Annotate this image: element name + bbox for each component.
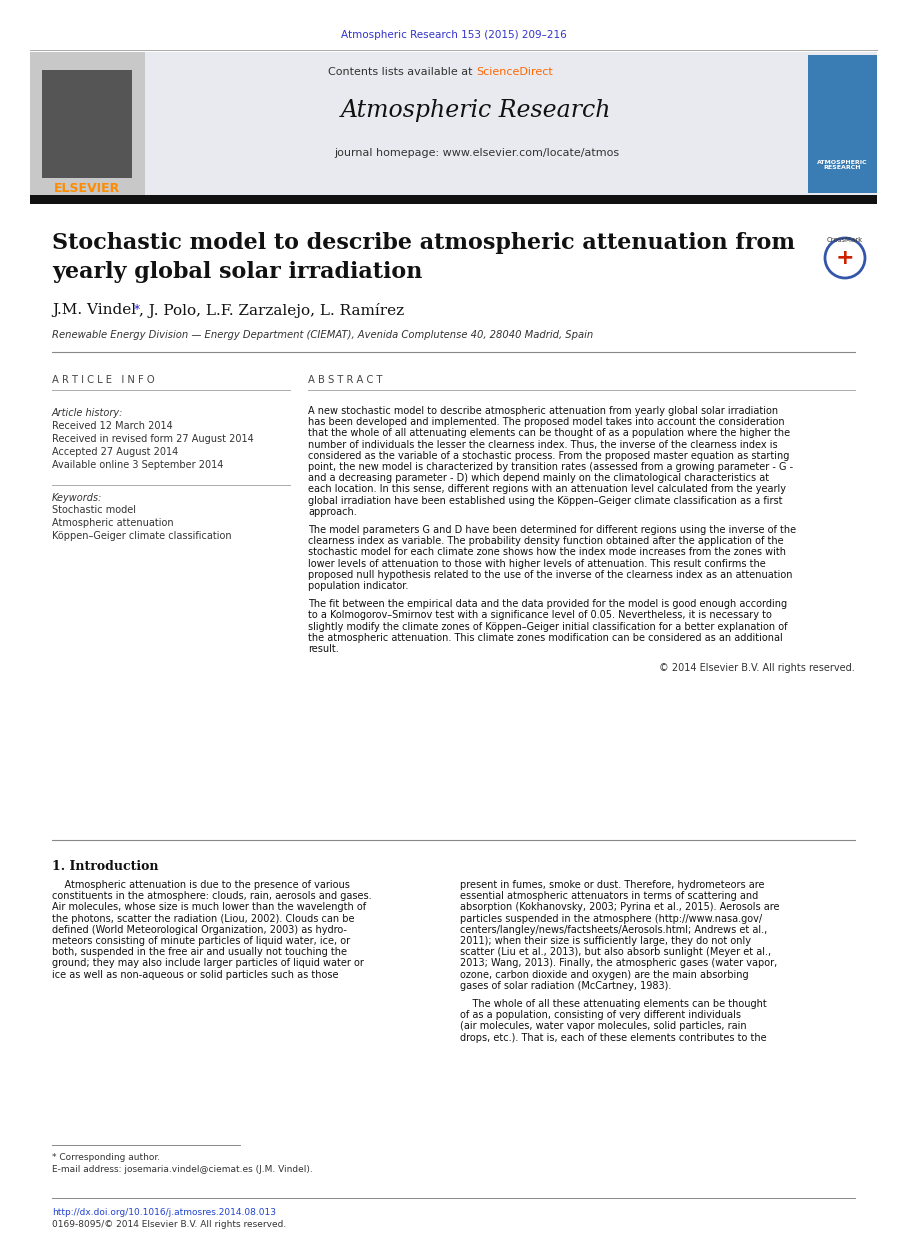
Text: ScienceDirect: ScienceDirect (476, 67, 553, 77)
Text: absorption (Kokhanovsky, 2003; Pyrina et al., 2015). Aerosols are: absorption (Kokhanovsky, 2003; Pyrina et… (460, 903, 779, 913)
Text: Atmospheric Research: Atmospheric Research (341, 99, 611, 121)
Text: Contents lists available at: Contents lists available at (328, 67, 476, 77)
Text: both, suspended in the free air and usually not touching the: both, suspended in the free air and usua… (52, 948, 347, 957)
Text: ELSEVIER: ELSEVIER (54, 182, 120, 194)
Bar (30, 195, 877, 204)
Text: approach.: approach. (308, 507, 356, 517)
Text: the atmospheric attenuation. This climate zones modification can be considered a: the atmospheric attenuation. This climat… (308, 633, 783, 643)
Text: Atmospheric attenuation is due to the presence of various: Atmospheric attenuation is due to the pr… (52, 880, 350, 889)
Text: Keywords:: Keywords: (52, 494, 102, 503)
Bar (808, 54, 877, 193)
Text: Stochastic model: Stochastic model (52, 505, 136, 515)
Text: *: * (134, 303, 141, 317)
Text: ozone, carbon dioxide and oxygen) are the main absorbing: ozone, carbon dioxide and oxygen) are th… (460, 970, 748, 980)
Text: essential atmospheric attenuators in terms of scattering and: essential atmospheric attenuators in ter… (460, 891, 758, 902)
Text: meteors consisting of minute particles of liquid water, ice, or: meteors consisting of minute particles o… (52, 936, 350, 946)
Text: Received 12 March 2014: Received 12 March 2014 (52, 421, 172, 430)
Text: ice as well as non-aqueous or solid particles such as those: ice as well as non-aqueous or solid part… (52, 970, 338, 980)
Text: http://dx.doi.org/10.1016/j.atmosres.2014.08.013: http://dx.doi.org/10.1016/j.atmosres.201… (52, 1209, 276, 1217)
Text: each location. In this sense, different regions with an attenuation level calcul: each location. In this sense, different … (308, 485, 786, 495)
Text: of as a population, consisting of very different individuals: of as a population, consisting of very d… (460, 1011, 741, 1021)
Text: considered as the variable of a stochastic process. From the proposed master equ: considered as the variable of a stochast… (308, 450, 789, 461)
Text: (air molecules, water vapor molecules, solid particles, rain: (air molecules, water vapor molecules, s… (460, 1022, 746, 1032)
Text: ground; they may also include larger particles of liquid water or: ground; they may also include larger par… (52, 959, 364, 969)
Text: E-mail address: josemaria.vindel@ciemat.es (J.M. Vindel).: E-mail address: josemaria.vindel@ciemat.… (52, 1165, 313, 1174)
Text: 0169-8095/© 2014 Elsevier B.V. All rights reserved.: 0169-8095/© 2014 Elsevier B.V. All right… (52, 1220, 287, 1230)
Text: The whole of all these attenuating elements can be thought: The whole of all these attenuating eleme… (460, 999, 766, 1009)
Text: Atmospheric attenuation: Atmospheric attenuation (52, 518, 173, 528)
Text: and a decreasing parameter - D) which depend mainly on the climatological charac: and a decreasing parameter - D) which de… (308, 474, 769, 484)
Text: drops, etc.). That is, each of these elements contributes to the: drops, etc.). That is, each of these ele… (460, 1033, 766, 1043)
Text: Stochastic model to describe atmospheric attenuation from: Stochastic model to describe atmospheric… (52, 233, 795, 254)
Bar (30, 52, 877, 195)
Text: Köppen–Geiger climate classification: Köppen–Geiger climate classification (52, 531, 231, 541)
Text: Received in revised form 27 August 2014: Received in revised form 27 August 2014 (52, 434, 254, 444)
Text: stochastic model for each climate zone shows how the index mode increases from t: stochastic model for each climate zone s… (308, 548, 786, 558)
Text: global irradiation have been established using the Köppen–Geiger climate classif: global irradiation have been established… (308, 496, 783, 506)
Text: +: + (835, 247, 854, 268)
Text: population indicator.: population indicator. (308, 581, 408, 591)
Text: A B S T R A C T: A B S T R A C T (308, 375, 383, 385)
Text: proposed null hypothesis related to the use of the inverse of the clearness inde: proposed null hypothesis related to the … (308, 570, 793, 580)
Text: the photons, scatter the radiation (Liou, 2002). Clouds can be: the photons, scatter the radiation (Liou… (52, 914, 355, 924)
Text: clearness index as variable. The probability density function obtained after the: clearness index as variable. The probabi… (308, 536, 784, 547)
Text: journal homepage: www.elsevier.com/locate/atmos: journal homepage: www.elsevier.com/locat… (334, 148, 619, 158)
Text: constituents in the atmosphere: clouds, rain, aerosols and gases.: constituents in the atmosphere: clouds, … (52, 891, 372, 902)
Text: result.: result. (308, 644, 338, 654)
Text: The fit between the empirical data and the data provided for the model is good e: The fit between the empirical data and t… (308, 599, 787, 609)
Text: Renewable Energy Division — Energy Department (CIEMAT), Avenida Complutense 40, : Renewable Energy Division — Energy Depar… (52, 330, 593, 340)
Text: defined (World Meteorological Organization, 2003) as hydro-: defined (World Meteorological Organizati… (52, 925, 346, 935)
Text: that the whole of all attenuating elements can be thought of as a population whe: that the whole of all attenuating elemen… (308, 428, 790, 438)
Text: Available online 3 September 2014: Available online 3 September 2014 (52, 460, 223, 470)
Text: 2013; Wang, 2013). Finally, the atmospheric gases (water vapor,: 2013; Wang, 2013). Finally, the atmosphe… (460, 959, 777, 969)
Text: The model parameters G and D have been determined for different regions using th: The model parameters G and D have been d… (308, 524, 796, 534)
Text: present in fumes, smoke or dust. Therefore, hydrometeors are: present in fumes, smoke or dust. Therefo… (460, 880, 765, 889)
Text: to a Kolmogorov–Smirnov test with a significance level of 0.05. Nevertheless, it: to a Kolmogorov–Smirnov test with a sign… (308, 610, 772, 621)
Text: point, the new model is characterized by transition rates (assessed from a growi: point, the new model is characterized by… (308, 461, 793, 473)
Text: slightly modify the climate zones of Köppen–Geiger initial classification for a : slightly modify the climate zones of Köp… (308, 622, 787, 632)
Text: Article history:: Article history: (52, 408, 123, 418)
Text: has been developed and implemented. The proposed model takes into account the co: has been developed and implemented. The … (308, 417, 785, 427)
Bar (42, 71, 132, 178)
Text: Air molecules, whose size is much lower than the wavelength of: Air molecules, whose size is much lower … (52, 903, 366, 913)
Text: lower levels of attenuation to those with higher levels of attenuation. This res: lower levels of attenuation to those wit… (308, 559, 766, 569)
Text: A new stochastic model to describe atmospheric attenuation from yearly global so: A new stochastic model to describe atmos… (308, 406, 778, 416)
Text: scatter (Liu et al., 2013), but also absorb sunlight (Meyer et al.,: scatter (Liu et al., 2013), but also abs… (460, 948, 771, 957)
Text: © 2014 Elsevier B.V. All rights reserved.: © 2014 Elsevier B.V. All rights reserved… (659, 663, 855, 673)
Text: number of individuals the lesser the clearness index. Thus, the inverse of the c: number of individuals the lesser the cle… (308, 439, 777, 449)
Text: centers/langley/news/factsheets/Aerosols.html; Andrews et al.,: centers/langley/news/factsheets/Aerosols… (460, 925, 767, 935)
Text: 1. Introduction: 1. Introduction (52, 860, 159, 873)
Text: J.M. Vindel: J.M. Vindel (52, 303, 141, 317)
Text: * Corresponding author.: * Corresponding author. (52, 1153, 161, 1162)
Text: particles suspended in the atmosphere (http://www.nasa.gov/: particles suspended in the atmosphere (h… (460, 914, 762, 924)
Text: A R T I C L E   I N F O: A R T I C L E I N F O (52, 375, 154, 385)
Text: CrossMark: CrossMark (827, 238, 863, 242)
Text: 2011); when their size is sufficiently large, they do not only: 2011); when their size is sufficiently l… (460, 936, 751, 946)
Text: , J. Polo, L.F. Zarzalejo, L. Ramírez: , J. Polo, L.F. Zarzalejo, L. Ramírez (139, 303, 405, 318)
Text: Atmospheric Research 153 (2015) 209–216: Atmospheric Research 153 (2015) 209–216 (341, 30, 566, 40)
Text: yearly global solar irradiation: yearly global solar irradiation (52, 261, 423, 283)
Bar (30, 52, 145, 195)
Text: gases of solar radiation (McCartney, 1983).: gases of solar radiation (McCartney, 198… (460, 981, 671, 991)
Text: Accepted 27 August 2014: Accepted 27 August 2014 (52, 447, 179, 456)
Text: ATMOSPHERIC
RESEARCH: ATMOSPHERIC RESEARCH (816, 160, 867, 171)
